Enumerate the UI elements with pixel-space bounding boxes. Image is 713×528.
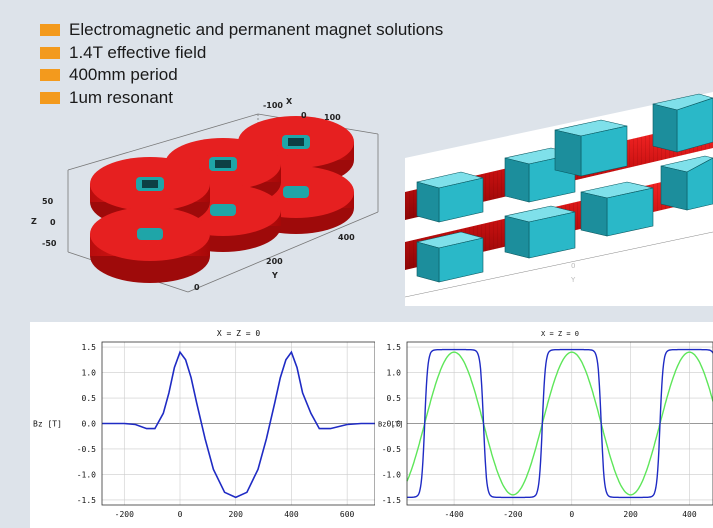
x-tick-label: 0 [178,510,183,519]
x-tick-label: 0 [301,111,307,120]
plot-frame [406,341,713,506]
x-tick-label: -100 [263,101,283,110]
plot-grid [407,342,713,505]
y-tick-label: -1.5 [382,496,401,505]
x-tick-labels: -200 0 200 400 600 [115,510,355,519]
z-tick-label: -50 [42,239,57,248]
y-tick-label: -0.5 [382,445,401,454]
y-tick-label: -0.5 [77,445,96,454]
x-tick-label: 100 [324,113,341,122]
y-tick-label: 0 [571,262,575,270]
y-tick-labels: 1.5 1.0 0.5 0.0 -0.5 -1.0 -1.5 [382,343,401,505]
bullet-item: 1um resonant [40,87,443,110]
bullet-item: 1.4T effective field [40,42,443,65]
magnet-discs [90,116,354,283]
magnet-3d-model-left: X -100 0 100 0 200 400 Y Z 50 0 -50 [31,97,379,293]
y-tick-label: -1.5 [77,496,96,505]
x-tick-label: 600 [340,510,355,519]
axis-x-label: X [286,97,293,106]
plot-title: X = Z = 0 [217,329,261,338]
bullet-square-icon [40,46,60,59]
bullet-square-icon [40,69,60,82]
y-tick-label: 400 [338,233,355,242]
bullet-square-icon [40,24,60,37]
x-tick-labels: -400 -200 0 200 400 [444,510,696,519]
x-tick-label: -400 [444,510,463,519]
y-tick-label: 1.5 [387,343,402,352]
y-axis-label: Bz [T] [33,420,62,429]
y-tick-label: -1.0 [382,470,401,479]
bullet-item: 400mm period [40,64,443,87]
y-tick-label: 1.5 [82,343,97,352]
y-tick-label: 1.0 [82,369,97,378]
z-tick-label: 0 [50,218,56,227]
axis-y-label: Y [570,276,576,284]
y-tick-label: 1.0 [387,369,402,378]
x-tick-label: -200 [115,510,134,519]
y-tick-label: 0 [194,283,200,292]
axis-y-label: Y [271,271,278,280]
y-tick-label: 0.5 [387,394,402,403]
bz-field-curve [102,350,375,499]
y-tick-label: -1.0 [77,470,96,479]
x-tick-label: 400 [284,510,299,519]
bz-plot-periodic: 1.5 1.0 0.5 0.0 -0.5 -1.0 -1.5 -400 -200 0 200 400… [375,322,713,528]
plot-title: X = Z = 0 [541,330,579,338]
x-tick-label: 200 [228,510,243,519]
magnet-3d-model-right: 0 Y [405,92,713,306]
x-tick-label: -200 [503,510,522,519]
fit-sine-curve [406,351,713,496]
plot-grid [102,342,375,505]
x-tick-label: 200 [623,510,638,519]
bullet-list: Electromagnetic and permanent magnet sol… [40,19,443,109]
bullet-item: Electromagnetic and permanent magnet sol… [40,19,443,42]
y-tick-label: 0.5 [82,394,97,403]
y-tick-labels: 1.5 1.0 0.5 0.0 -0.5 -1.0 -1.5 [77,343,96,505]
bz-plot-single-period: 1.51.00.50.0-0.5-1.0-1.5 -200 0 200 400 600 … [30,322,400,528]
bullet-text: Electromagnetic and permanent magnet sol… [69,20,444,40]
iron-poles [416,93,713,283]
axis-z-label: Z [31,217,37,226]
y-tick-label: 0.0 [82,420,97,429]
bullet-text: 1um resonant [69,87,173,107]
bz-field-curve [406,348,713,499]
y-axis-label: Bz [T] [378,421,403,429]
bullet-square-icon [40,91,60,104]
bullet-text: 1.4T effective field [69,42,207,62]
y-tick-label: 0.0 [387,420,402,429]
z-tick-label: 50 [42,197,54,206]
bullet-text: 400mm period [69,65,178,85]
y-tick-label: 200 [266,257,283,266]
x-tick-label: 400 [682,510,697,519]
x-tick-label: 0 [569,510,574,519]
